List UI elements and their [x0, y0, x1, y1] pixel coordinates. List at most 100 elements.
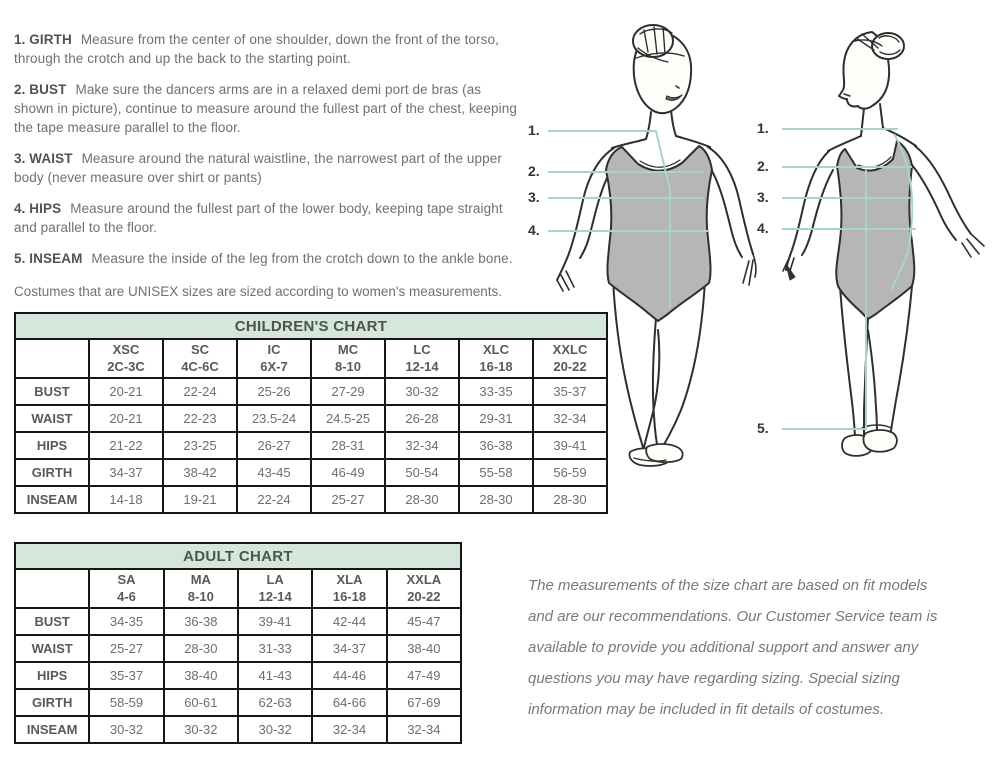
- cell-value: 30-32: [88, 715, 165, 744]
- size-range: 12-14: [258, 588, 292, 604]
- cell-value: 43-45: [236, 458, 312, 487]
- col-header-xsc: XSC 2C-3C: [88, 338, 164, 379]
- back-callout-2: 2.: [757, 158, 769, 174]
- col-header-mc: MC 8-10: [310, 338, 386, 379]
- size-range: 2C-3C: [107, 358, 145, 374]
- cell-value: 36-38: [162, 607, 239, 636]
- instruction-inseam-label: 5. INSEAM: [14, 251, 83, 266]
- cell-value: 30-32: [384, 377, 460, 406]
- cell-value: 20-21: [88, 377, 164, 406]
- cell-value: 38-42: [162, 458, 238, 487]
- cell-value: 14-18: [88, 485, 164, 514]
- cell-value: 55-58: [458, 458, 534, 487]
- size-code: LA: [266, 572, 284, 588]
- cell-value: 19-21: [162, 485, 238, 514]
- instruction-waist-label: 3. WAIST: [14, 151, 73, 166]
- measurement-instructions: 1. GIRTH Measure from the center of one s…: [14, 30, 522, 299]
- size-code: XSC: [112, 342, 140, 358]
- back-dancer-illustration: [782, 31, 985, 457]
- cell-value: 50-54: [384, 458, 460, 487]
- cell-value: 58-59: [88, 688, 165, 717]
- size-range: 20-22: [407, 588, 441, 604]
- cell-value: 33-35: [458, 377, 534, 406]
- cell-value: 36-38: [458, 431, 534, 460]
- back-girth-curve: [890, 133, 914, 291]
- cell-value: 26-27: [236, 431, 312, 460]
- row-label: HIPS: [13, 661, 91, 690]
- cell-value: 45-47: [385, 607, 463, 636]
- cell-value: 39-41: [532, 431, 608, 460]
- cell-value: 38-40: [162, 661, 239, 690]
- row-label: BUST: [14, 377, 90, 406]
- size-range: 6X-7: [260, 358, 288, 374]
- front-callout-1: 1.: [528, 122, 540, 138]
- cell-value: 25-27: [88, 634, 165, 663]
- size-code: IC: [267, 342, 281, 358]
- cell-value: 31-33: [236, 634, 314, 663]
- cell-value: 35-37: [532, 377, 608, 406]
- size-code: SC: [190, 342, 210, 358]
- instruction-hips-text: Measure around the fullest part of the l…: [14, 201, 503, 235]
- cell-value: 30-32: [162, 715, 239, 744]
- instruction-girth-text: Measure from the center of one shoulder,…: [14, 32, 499, 66]
- table-row-girth: GIRTH 58-59 60-61 62-63 64-66 67-69: [13, 688, 463, 717]
- size-code: XXLA: [406, 572, 442, 588]
- row-label: GIRTH: [14, 458, 90, 487]
- back-callout-1: 1.: [757, 120, 769, 136]
- size-code: XXLC: [552, 342, 588, 358]
- instruction-girth: 1. GIRTH Measure from the center of one s…: [14, 30, 522, 68]
- instruction-waist: 3. WAIST Measure around the natural waist…: [14, 149, 522, 187]
- cell-value: 64-66: [311, 688, 388, 717]
- instruction-girth-label: 1. GIRTH: [14, 32, 72, 47]
- front-callout-2: 2.: [528, 163, 540, 179]
- table-row-inseam: INSEAM 14-18 19-21 22-24 25-27 28-30 28-…: [14, 485, 608, 514]
- instruction-waist-text: Measure around the natural waistline, th…: [14, 151, 502, 185]
- back-callout-5: 5.: [757, 420, 769, 436]
- row-label: BUST: [13, 607, 91, 636]
- row-label: HIPS: [14, 431, 90, 460]
- unisex-note: Costumes that are UNISEX sizes are sized…: [14, 284, 503, 299]
- cell-value: 34-37: [311, 634, 388, 663]
- adult-chart-title: ADULT CHART: [14, 542, 462, 570]
- table-row-hips: HIPS 35-37 38-40 41-43 44-46 47-49: [13, 661, 463, 690]
- front-girth-line: [548, 130, 671, 308]
- cell-value: 20-21: [88, 404, 164, 433]
- front-dancer-illustration: [556, 24, 757, 467]
- cell-value: 34-35: [88, 607, 165, 636]
- col-header-ic: IC 6X-7: [236, 338, 312, 379]
- row-label: WAIST: [13, 634, 91, 663]
- table-row-hips: HIPS 21-22 23-25 26-27 28-31 32-34 36-38…: [14, 431, 608, 460]
- cell-value: 30-32: [236, 715, 314, 744]
- instruction-bust: 2. BUST Make sure the dancers arms are in…: [14, 80, 522, 137]
- cell-value: 34-37: [88, 458, 164, 487]
- col-header-la: LA 12-14: [236, 568, 314, 609]
- cell-value: 25-27: [310, 485, 386, 514]
- cell-value: 42-44: [311, 607, 388, 636]
- front-leotard: [605, 145, 713, 322]
- size-code: LC: [413, 342, 431, 358]
- size-range: 16-18: [479, 358, 513, 374]
- cell-value: 60-61: [162, 688, 239, 717]
- dancer-measurement-diagram: [548, 24, 985, 467]
- instruction-bust-text: Make sure the dancers arms are in a rela…: [14, 82, 517, 135]
- cell-value: 23.5-24: [236, 404, 312, 433]
- col-header-xla: XLA 16-18: [311, 568, 388, 609]
- childrens-size-chart: CHILDREN'S CHART XSC 2C-3C SC 4C-6C IC 6X-7…: [14, 312, 608, 514]
- cell-value: 29-31: [458, 404, 534, 433]
- back-callout-4: 4.: [757, 220, 769, 236]
- cell-value: 21-22: [88, 431, 164, 460]
- cell-value: 28-30: [384, 485, 460, 514]
- row-label: INSEAM: [13, 715, 91, 744]
- adult-chart-header-row: SA 4-6 MA 8-10 LA 12-14 XLA 16-18 XXLA 20-22: [13, 568, 463, 609]
- back-callout-3: 3.: [757, 189, 769, 205]
- row-label: GIRTH: [13, 688, 91, 717]
- cell-value: 32-34: [384, 431, 460, 460]
- size-code: MC: [337, 342, 359, 358]
- childrens-chart-title-row: CHILDREN'S CHART: [14, 312, 608, 340]
- cell-value: 28-30: [532, 485, 608, 514]
- cell-value: 39-41: [236, 607, 314, 636]
- adult-size-chart: ADULT CHART SA 4-6 MA 8-10 LA 12-14 XLA 16-1…: [13, 542, 463, 744]
- cell-value: 35-37: [88, 661, 165, 690]
- row-label: WAIST: [14, 404, 90, 433]
